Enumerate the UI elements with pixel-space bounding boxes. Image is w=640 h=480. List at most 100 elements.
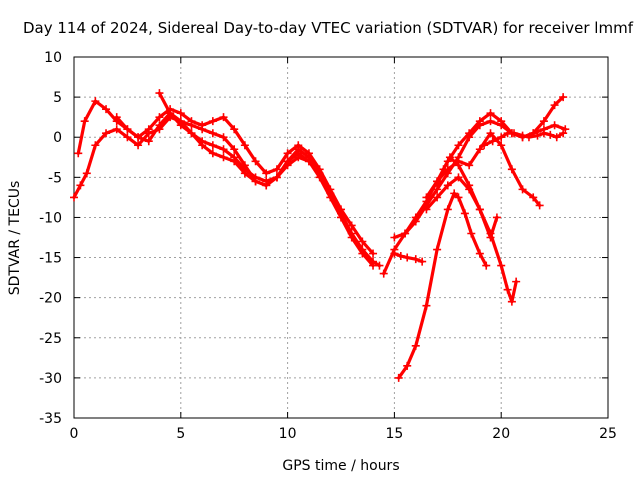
data-point-marker — [304, 149, 313, 158]
y-tick-label: -10 — [39, 210, 62, 226]
data-point-marker — [76, 181, 85, 190]
data-point-marker — [439, 165, 448, 174]
data-point-marker — [230, 125, 239, 134]
data-point-marker — [208, 117, 217, 126]
series-track-5 — [382, 95, 565, 276]
data-point-marker — [294, 153, 303, 162]
data-point-marker — [454, 161, 463, 170]
y-tick-label: 0 — [53, 130, 62, 146]
data-point-marker — [262, 177, 271, 186]
data-point-marker — [552, 133, 561, 142]
data-point-marker — [187, 129, 196, 138]
data-point-marker — [411, 255, 420, 264]
data-point-marker — [230, 145, 239, 154]
data-point-marker — [70, 193, 78, 202]
data-point-marker — [219, 153, 228, 162]
plot-frame — [73, 56, 609, 419]
axis-ticks: 0 5 10 15 20 25 -35 -30 -25 -20 -15 -10 -5 0 5 10 — [39, 50, 617, 442]
y-tick-label: -35 — [39, 411, 62, 427]
y-tick-label: -5 — [48, 170, 62, 186]
y-tick-label: -30 — [39, 371, 62, 387]
data-point-marker — [535, 201, 544, 210]
data-point-marker — [482, 261, 491, 270]
data-point-marker — [486, 233, 495, 242]
data-point-marker — [497, 141, 506, 150]
data-point-marker — [358, 245, 367, 254]
data-point-marker — [74, 149, 83, 158]
data-point-marker — [375, 261, 384, 270]
series-track-6 — [392, 119, 567, 240]
data-point-marker — [251, 173, 260, 182]
data-point-marker — [518, 185, 527, 194]
data-point-marker — [91, 141, 100, 150]
data-point-marker — [403, 253, 412, 262]
y-axis-label: SDTVAR / TECUs — [7, 181, 23, 296]
data-point-marker — [102, 105, 111, 114]
data-point-marker — [251, 157, 260, 166]
data-point-marker — [208, 129, 217, 138]
data-point-marker — [390, 233, 399, 242]
data-point-marker — [518, 131, 527, 140]
data-point-marker — [294, 141, 303, 150]
data-point-marker — [497, 121, 506, 130]
data-point-marker — [283, 149, 292, 158]
series-track-10 — [435, 155, 499, 240]
y-tick-label: -25 — [39, 331, 62, 347]
data-point-marker — [176, 121, 185, 130]
data-point-marker — [512, 277, 521, 286]
data-point-marker — [418, 257, 427, 266]
data-series — [70, 89, 570, 382]
data-point-marker — [465, 161, 474, 170]
x-tick-label: 20 — [492, 426, 510, 442]
data-point-marker — [272, 173, 281, 182]
data-point-marker — [315, 165, 324, 174]
data-point-marker — [561, 125, 570, 134]
data-point-marker — [480, 141, 489, 150]
data-point-marker — [379, 269, 388, 278]
data-point-marker — [347, 221, 356, 230]
data-point-marker — [91, 97, 100, 106]
data-point-marker — [503, 285, 512, 294]
y-tick-label: -20 — [39, 291, 62, 307]
data-point-marker — [467, 229, 476, 238]
data-point-marker — [454, 193, 463, 202]
data-point-marker — [475, 145, 484, 154]
chart-title: Day 114 of 2024, Sidereal Day-to-day VTE… — [23, 19, 634, 37]
data-point-marker — [507, 297, 516, 306]
data-point-marker — [326, 185, 335, 194]
data-point-marker — [369, 249, 378, 258]
data-point-marker — [475, 121, 484, 130]
data-point-marker — [486, 109, 495, 118]
data-point-marker — [144, 137, 153, 146]
data-point-marker — [546, 130, 555, 139]
data-point-marker — [443, 205, 452, 214]
data-point-marker — [123, 133, 132, 142]
data-point-marker — [198, 137, 207, 146]
data-point-marker — [559, 129, 568, 138]
data-point-marker — [358, 237, 367, 246]
data-point-marker — [240, 141, 249, 150]
y-tick-label: -15 — [39, 251, 62, 267]
x-axis-label: GPS time / hours — [282, 458, 399, 474]
data-point-marker — [208, 149, 217, 158]
data-point-marker — [465, 181, 474, 190]
data-point-marker — [396, 251, 405, 260]
data-point-marker — [433, 181, 442, 190]
data-point-marker — [475, 249, 484, 258]
x-tick-label: 0 — [70, 426, 79, 442]
data-point-marker — [497, 133, 506, 142]
data-point-marker — [510, 129, 519, 138]
data-point-marker — [155, 89, 164, 98]
data-point-marker — [445, 153, 454, 162]
data-point-marker — [433, 245, 442, 254]
data-point-marker — [497, 261, 506, 270]
data-point-marker — [454, 173, 463, 182]
data-point-marker — [492, 213, 501, 222]
data-point-marker — [443, 181, 452, 190]
y-tick-label: 10 — [44, 50, 62, 66]
data-point-marker — [454, 141, 463, 150]
x-tick-label: 5 — [176, 426, 185, 442]
series-track-7 — [424, 131, 542, 207]
data-point-marker — [219, 113, 228, 122]
